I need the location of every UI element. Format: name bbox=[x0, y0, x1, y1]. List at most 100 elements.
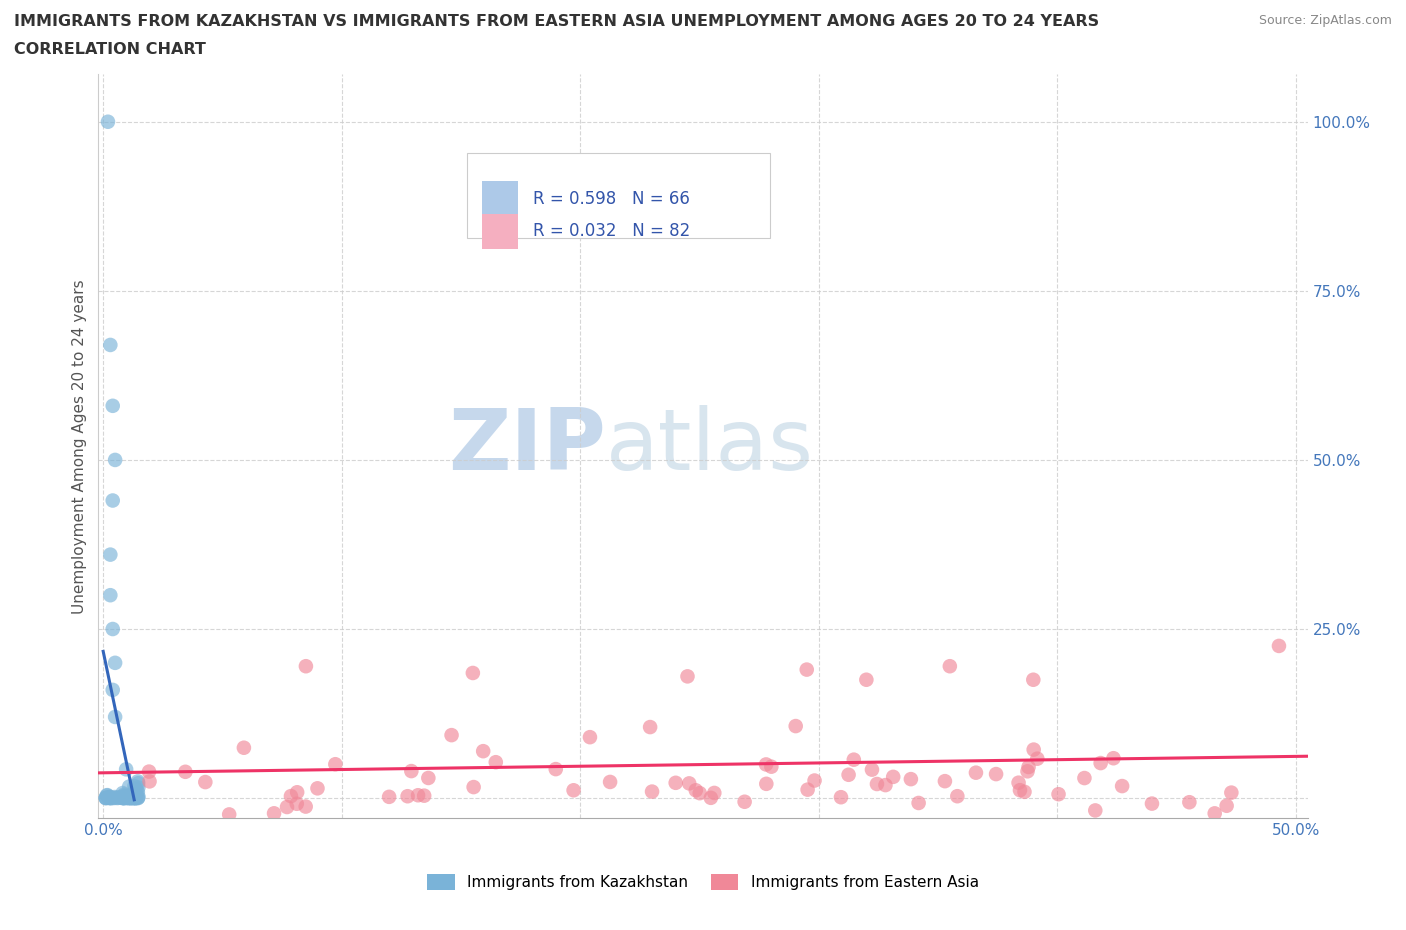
Point bbox=[295, 658, 318, 673]
Bar bbox=[482, 214, 517, 249]
Point bbox=[413, 789, 436, 804]
Point bbox=[307, 781, 329, 796]
Point bbox=[734, 794, 756, 809]
Point bbox=[1268, 639, 1291, 654]
Point bbox=[1084, 803, 1107, 817]
Point bbox=[232, 740, 254, 755]
Point bbox=[280, 789, 302, 804]
Point bbox=[127, 790, 149, 805]
Point bbox=[100, 790, 122, 805]
Text: R = 0.032   N = 82: R = 0.032 N = 82 bbox=[533, 222, 690, 240]
Point bbox=[104, 656, 127, 671]
Point bbox=[112, 790, 135, 805]
Point bbox=[866, 777, 889, 791]
Point bbox=[104, 710, 127, 724]
Point bbox=[1215, 798, 1237, 813]
Point bbox=[101, 683, 124, 698]
Point bbox=[124, 782, 146, 797]
Point bbox=[325, 757, 347, 772]
Point bbox=[939, 658, 962, 673]
Point bbox=[440, 727, 463, 742]
Point bbox=[830, 790, 852, 804]
Point bbox=[96, 788, 118, 803]
Point bbox=[124, 790, 146, 805]
Point bbox=[115, 762, 138, 777]
Point bbox=[94, 790, 117, 805]
Point bbox=[1047, 787, 1070, 802]
Point bbox=[294, 799, 316, 814]
Point bbox=[461, 666, 484, 681]
Point bbox=[122, 786, 145, 801]
Text: R = 0.598   N = 66: R = 0.598 N = 66 bbox=[533, 190, 689, 207]
Point bbox=[104, 453, 127, 468]
Point bbox=[965, 765, 987, 780]
Point bbox=[112, 787, 135, 802]
Point bbox=[678, 776, 700, 790]
Point bbox=[685, 783, 707, 798]
Text: Source: ZipAtlas.com: Source: ZipAtlas.com bbox=[1258, 14, 1392, 27]
Point bbox=[115, 790, 138, 805]
Point bbox=[98, 790, 121, 804]
Point bbox=[1090, 756, 1112, 771]
Point bbox=[1008, 783, 1031, 798]
Point bbox=[285, 785, 308, 800]
Point bbox=[112, 789, 135, 804]
Point bbox=[98, 338, 121, 352]
Point bbox=[378, 790, 401, 804]
Point bbox=[276, 800, 298, 815]
Point bbox=[108, 790, 131, 805]
Point bbox=[1017, 764, 1039, 778]
Point bbox=[127, 790, 149, 804]
Point bbox=[117, 790, 139, 805]
Point bbox=[122, 790, 145, 805]
Point bbox=[472, 744, 495, 759]
Point bbox=[703, 786, 725, 801]
Point bbox=[125, 782, 148, 797]
Point bbox=[120, 790, 142, 804]
Point bbox=[860, 763, 883, 777]
Point bbox=[638, 720, 661, 735]
Point bbox=[111, 786, 134, 801]
Point bbox=[761, 759, 783, 774]
Point bbox=[112, 790, 135, 805]
Point bbox=[120, 790, 142, 805]
Point bbox=[485, 755, 508, 770]
Point bbox=[98, 790, 121, 805]
Point bbox=[121, 790, 143, 805]
Point bbox=[127, 780, 149, 795]
Point bbox=[579, 730, 602, 745]
Point bbox=[755, 777, 778, 791]
Point bbox=[676, 669, 699, 684]
Point bbox=[112, 790, 135, 805]
Point bbox=[118, 790, 141, 804]
Point bbox=[115, 790, 138, 804]
Point bbox=[120, 790, 142, 805]
Point bbox=[121, 790, 143, 805]
Point bbox=[665, 776, 688, 790]
Point bbox=[127, 774, 149, 789]
Point bbox=[111, 790, 134, 805]
Point bbox=[463, 779, 485, 794]
Point bbox=[882, 769, 904, 784]
Y-axis label: Unemployment Among Ages 20 to 24 years: Unemployment Among Ages 20 to 24 years bbox=[72, 279, 87, 614]
Point bbox=[285, 796, 308, 811]
Point bbox=[401, 764, 423, 778]
Point bbox=[117, 790, 139, 805]
Point bbox=[406, 788, 429, 803]
Point bbox=[112, 789, 135, 804]
Point bbox=[1178, 795, 1201, 810]
Point bbox=[105, 790, 128, 805]
Point bbox=[544, 762, 567, 777]
Point bbox=[907, 795, 929, 810]
Point bbox=[104, 790, 127, 804]
Text: atlas: atlas bbox=[606, 405, 814, 488]
Text: IMMIGRANTS FROM KAZAKHSTAN VS IMMIGRANTS FROM EASTERN ASIA UNEMPLOYMENT AMONG AG: IMMIGRANTS FROM KAZAKHSTAN VS IMMIGRANTS… bbox=[14, 14, 1099, 29]
Point bbox=[124, 778, 146, 793]
Point bbox=[94, 790, 117, 805]
Point bbox=[96, 788, 118, 803]
Point bbox=[1014, 784, 1036, 799]
Point bbox=[755, 757, 778, 772]
Point bbox=[838, 767, 860, 782]
FancyBboxPatch shape bbox=[467, 153, 769, 238]
Point bbox=[101, 398, 124, 413]
